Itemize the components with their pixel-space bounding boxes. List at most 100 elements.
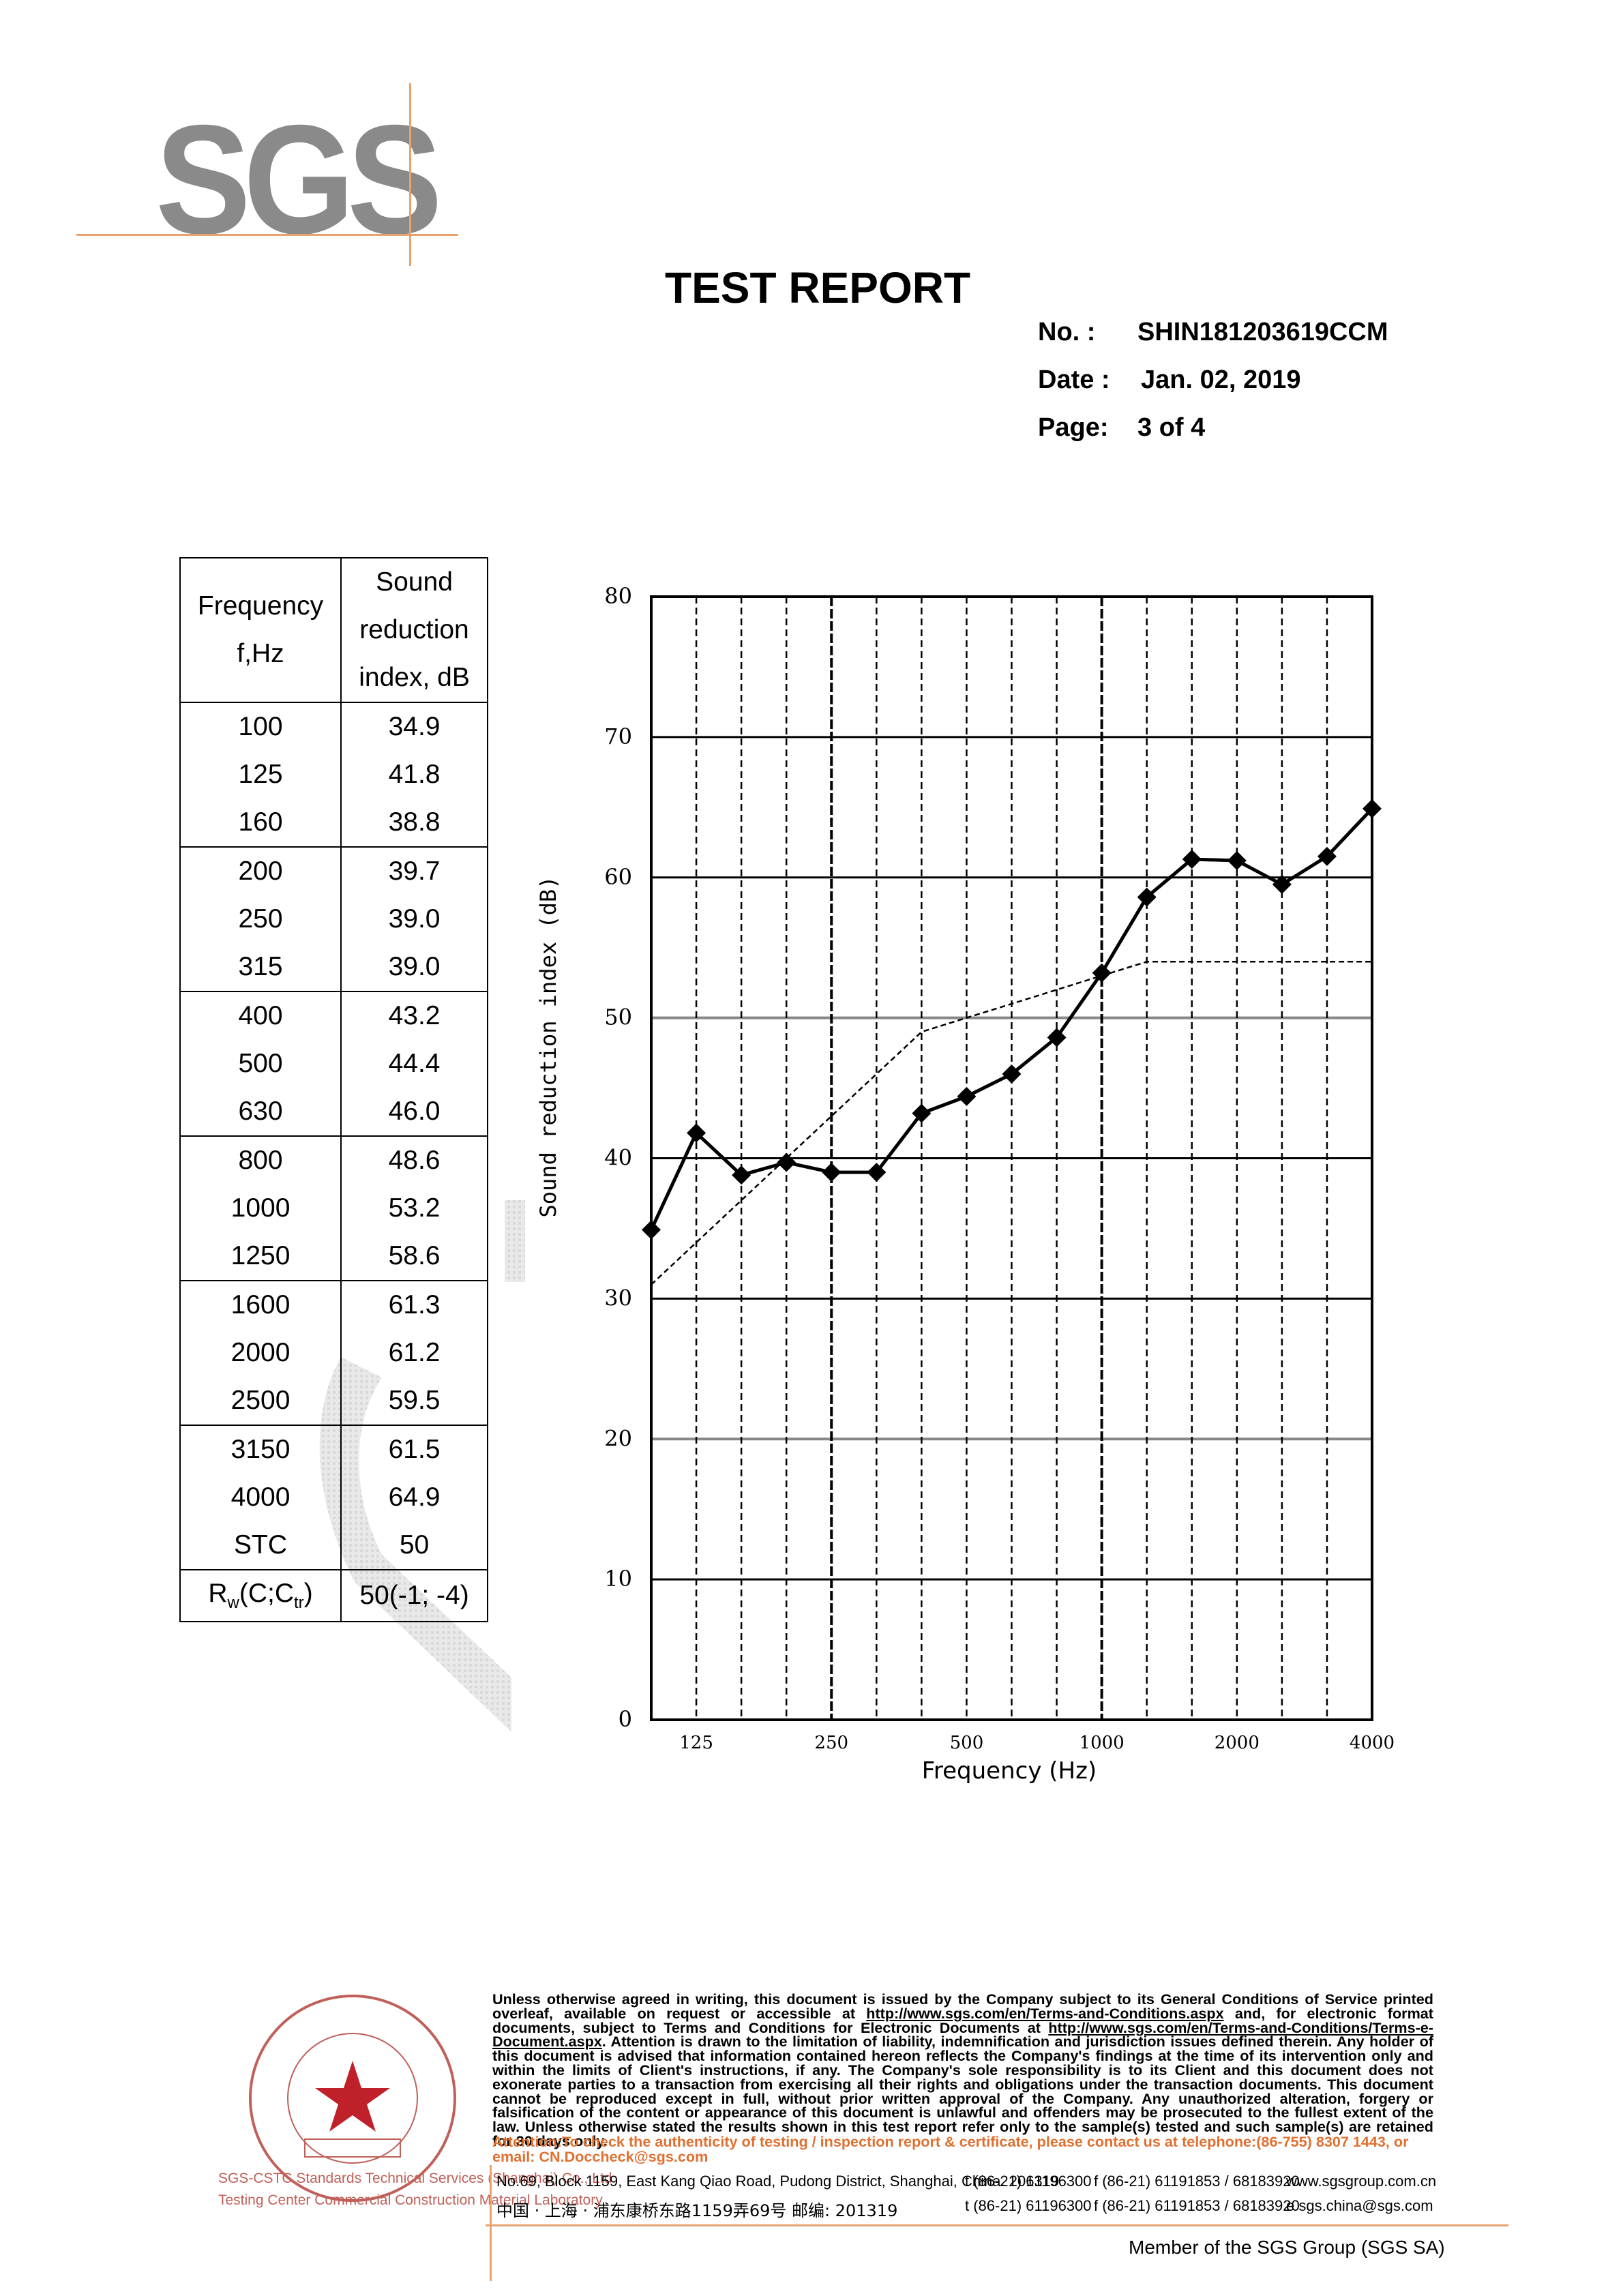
index-cell: 34.9 41.8 38.8 bbox=[340, 702, 488, 848]
plot-frame bbox=[650, 595, 1373, 1721]
frequency-value: 800 bbox=[238, 1146, 283, 1175]
rw-label-sub-tr: tr bbox=[294, 1593, 304, 1612]
website[interactable]: www.sgsgroup.com.cn bbox=[1286, 2173, 1437, 2190]
frequency-value: 4000 bbox=[230, 1482, 291, 1512]
reference-curve-line bbox=[651, 961, 1372, 1285]
x-tick-label: 4000 bbox=[1350, 1733, 1395, 1753]
data-point bbox=[867, 1163, 887, 1182]
frequency-value: 2000 bbox=[230, 1338, 291, 1367]
footer-rule-vertical bbox=[490, 2165, 492, 2281]
data-point bbox=[1002, 1064, 1022, 1084]
terms-link-general[interactable]: http://www.sgs.com/en/Terms-and-Conditio… bbox=[866, 2004, 1224, 2022]
data-point bbox=[1137, 887, 1157, 907]
report-page-value: 3 of 4 bbox=[1137, 413, 1206, 442]
footer-rule-horizontal bbox=[486, 2224, 1508, 2226]
frequency-cell: 1600 2000 2500 bbox=[179, 1280, 342, 1426]
frequency-cell: 3150 4000 STC bbox=[179, 1425, 342, 1570]
fax-1: f (86-21) 61191853 / 68183920 bbox=[1094, 2173, 1300, 2190]
table-row: 3150 4000 STC 61.5 64.9 50 bbox=[179, 1425, 488, 1570]
chart-grid bbox=[650, 595, 1373, 1721]
table-row: 200 250 315 39.7 39.0 39.0 bbox=[179, 846, 488, 992]
index-value: 59.5 bbox=[388, 1386, 441, 1415]
index-value: 44.4 bbox=[388, 1049, 441, 1078]
report-page-label: Page: bbox=[1038, 413, 1109, 442]
logo-rule-vertical bbox=[409, 83, 411, 266]
data-point bbox=[687, 1123, 706, 1143]
x-tick-label: 250 bbox=[814, 1733, 848, 1753]
data-point bbox=[1363, 799, 1382, 818]
terms-text-3: . Attention is drawn to the limitation o… bbox=[492, 2033, 1433, 2149]
index-value: 61.3 bbox=[388, 1290, 441, 1320]
frequency-value: 3150 bbox=[230, 1435, 291, 1464]
y-tick-labels: 0 10 20 30 40 50 60 70 80 bbox=[604, 583, 632, 1732]
index-cell: 43.2 44.4 46.0 bbox=[340, 991, 488, 1137]
table-row: 100 125 160 34.9 41.8 38.8 bbox=[179, 702, 488, 848]
logo-rule-horizontal bbox=[76, 234, 458, 236]
frequency-value: 200 bbox=[238, 856, 283, 886]
index-value: 39.0 bbox=[388, 904, 441, 934]
frequency-value: 2500 bbox=[230, 1386, 291, 1415]
frequency-value: 400 bbox=[238, 1001, 283, 1030]
data-point bbox=[777, 1152, 796, 1172]
index-value: 39.0 bbox=[388, 952, 441, 981]
measured-curve bbox=[642, 799, 1382, 1240]
index-value: 34.9 bbox=[388, 712, 441, 741]
table-row: 400 500 630 43.2 44.4 46.0 bbox=[179, 991, 488, 1137]
frequency-cell: 200 250 315 bbox=[179, 846, 342, 992]
data-point bbox=[732, 1165, 751, 1185]
report-no-value: SHIN181203619CCM bbox=[1137, 318, 1388, 346]
rw-value: 50(-1; -4) bbox=[340, 1569, 488, 1622]
address-english: No.69, Block 1159, East Kang Qiao Road, … bbox=[496, 2173, 1060, 2190]
frequency-value: 100 bbox=[238, 712, 283, 741]
data-point bbox=[1272, 875, 1292, 895]
data-point bbox=[1317, 846, 1337, 866]
index-value: 61.5 bbox=[388, 1435, 441, 1464]
frequency-value: 630 bbox=[238, 1097, 283, 1126]
rw-label-main: R bbox=[208, 1579, 228, 1609]
y-tick-label: 80 bbox=[604, 583, 632, 609]
data-point bbox=[1227, 851, 1247, 871]
x-tick-labels: 125 250 500 1000 2000 4000 bbox=[679, 1733, 1395, 1753]
frequency-value: 1250 bbox=[230, 1241, 291, 1270]
frequency-value: 315 bbox=[238, 952, 283, 981]
sound-reduction-table: Frequency f,Hz Sound reduction index, dB… bbox=[179, 557, 488, 1622]
y-tick-label: 50 bbox=[604, 1004, 632, 1030]
frequency-cell: 800 1000 1250 bbox=[179, 1135, 342, 1281]
fax-2: f (86-21) 61191853 / 68183920 bbox=[1094, 2197, 1300, 2214]
telephone-2: t (86-21) 61196300 bbox=[965, 2197, 1092, 2214]
index-value: 53.2 bbox=[388, 1193, 441, 1223]
frequency-value: 160 bbox=[238, 807, 283, 837]
frequency-value: 500 bbox=[238, 1049, 283, 1078]
frequency-value: 125 bbox=[238, 760, 283, 789]
frequency-header-line-2: f,Hz bbox=[237, 639, 284, 668]
index-value: 58.6 bbox=[388, 1241, 441, 1270]
seal-caption-line-2: Testing Center Commercial Construction M… bbox=[218, 2192, 603, 2208]
index-cell: 61.5 64.9 50 bbox=[340, 1425, 488, 1570]
rw-row: Rw(C;Ctr) 50(-1; -4) bbox=[179, 1569, 488, 1622]
data-point bbox=[1047, 1028, 1067, 1047]
email[interactable]: e sgs.china@sgs.com bbox=[1286, 2197, 1433, 2214]
x-tick-label: 2000 bbox=[1215, 1733, 1260, 1753]
member-of-group: Member of the SGS Group (SGS SA) bbox=[1129, 2237, 1445, 2258]
frequency-header-line-1: Frequency bbox=[197, 591, 324, 621]
index-cell: 39.7 39.0 39.0 bbox=[340, 846, 488, 992]
index-value: 41.8 bbox=[388, 760, 441, 789]
table-header-row: Frequency f,Hz Sound reduction index, dB bbox=[179, 557, 488, 703]
terms-link-electronic[interactable]: http://www.sgs.com/en/Terms-and-Conditio… bbox=[492, 2018, 1433, 2051]
sgs-logo: SGS bbox=[155, 93, 443, 267]
index-value: 43.2 bbox=[388, 1001, 441, 1030]
rw-label-mid: (C;C bbox=[239, 1579, 295, 1609]
index-cell: 61.3 61.2 59.5 bbox=[340, 1280, 488, 1426]
x-tick-label: 500 bbox=[950, 1733, 984, 1753]
y-axis-label: Sound reduction index (dB) bbox=[535, 876, 561, 1218]
report-date-value: Jan. 02, 2019 bbox=[1141, 366, 1301, 394]
watermark-graphic bbox=[319, 1200, 525, 1732]
rw-label: Rw(C;Ctr) bbox=[179, 1569, 342, 1622]
rw-label-end: ) bbox=[303, 1579, 313, 1609]
y-tick-label: 40 bbox=[604, 1145, 632, 1171]
data-point bbox=[957, 1086, 977, 1106]
y-tick-label: 30 bbox=[604, 1285, 632, 1311]
terms-text-1: Unless otherwise agreed in writing, this… bbox=[492, 1991, 1433, 2022]
index-value: 48.6 bbox=[388, 1146, 441, 1175]
